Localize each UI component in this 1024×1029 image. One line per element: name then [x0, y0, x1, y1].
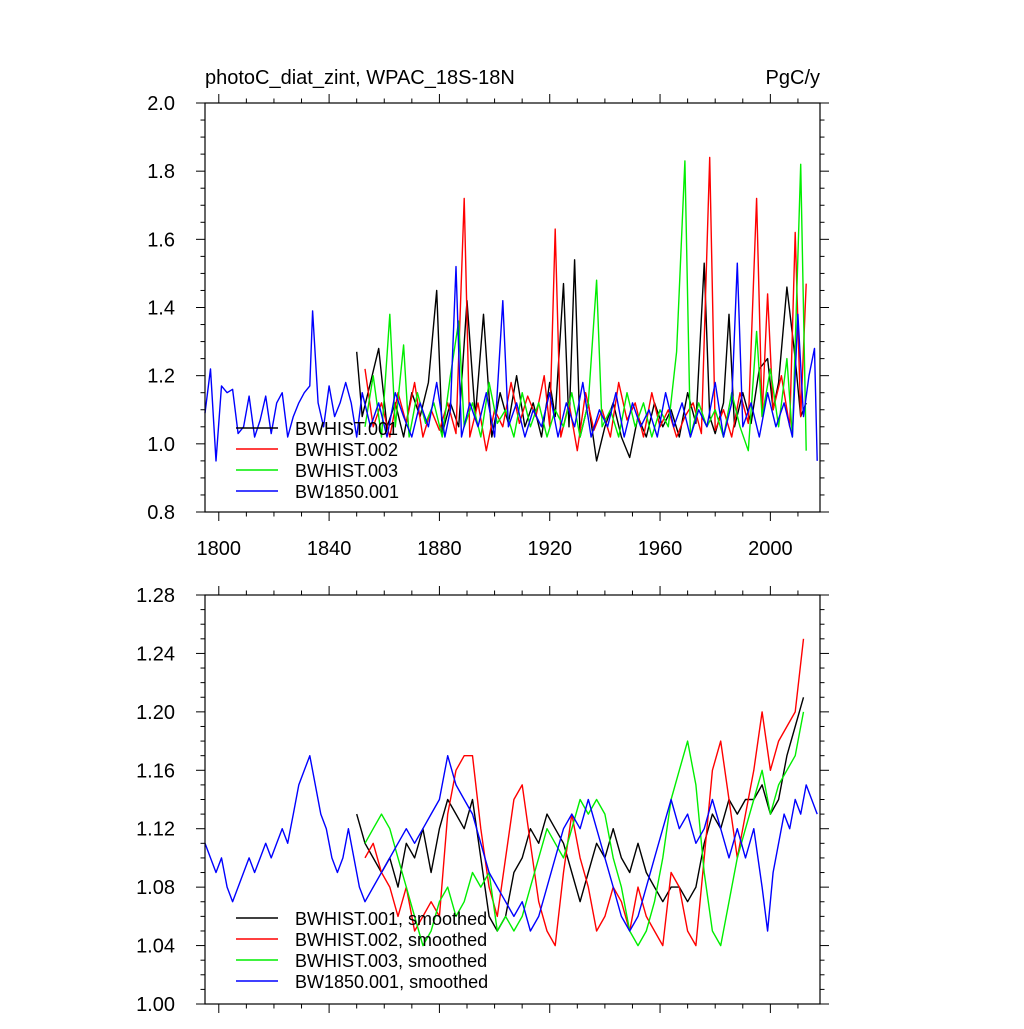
series-line-1-2: [364, 711, 805, 947]
y-tick-label: 1.2: [147, 366, 175, 388]
y-tick-label: 1.04: [136, 936, 175, 958]
x-tick-label: 1840: [307, 538, 352, 560]
chart-units: PgC/y: [766, 67, 820, 89]
y-tick-label: 1.4: [147, 298, 175, 320]
series-line-1-3: [204, 755, 818, 932]
y-tick-label: 2.0: [147, 93, 175, 115]
x-tick-label: 1800: [197, 538, 242, 560]
bottom-panel: 1.00 1.04 1.08 1.12 1.16 1.20 1.24 1.28 BWHIST.0…: [136, 585, 829, 1016]
legend-label: BWHIST.003: [295, 461, 398, 481]
y-tick-label: 1.00: [136, 994, 175, 1016]
legend-label: BW1850.001, smoothed: [295, 972, 488, 992]
top-panel: 0.8 1.0 1.2 1.4 1.6 1.8 2.0 1800 1840 1880 1920 196…: [147, 67, 829, 560]
series-line-1-0: [356, 697, 805, 932]
legend-label: BW1850.001: [295, 482, 399, 502]
series-line-0-1: [364, 156, 807, 452]
x-tick-label: 1880: [417, 538, 462, 560]
y-tick-label: 1.28: [136, 585, 175, 607]
y-tick-label: 0.8: [147, 502, 175, 524]
x-tick-label: 2000: [748, 538, 793, 560]
y-tick-label: 1.08: [136, 877, 175, 899]
chart-title: photoC_diat_zint, WPAC_18S-18N: [205, 67, 515, 89]
y-tick-label: 1.12: [136, 819, 175, 841]
series-line-1-1: [364, 638, 805, 947]
legend-label: BWHIST.001, smoothed: [295, 909, 487, 929]
legend-label: BWHIST.002: [295, 440, 398, 460]
y-tick-label: 1.0: [147, 434, 175, 456]
y-tick-label: 1.24: [136, 643, 175, 665]
legend-label: BWHIST.002, smoothed: [295, 930, 487, 950]
x-tick-label: 1960: [638, 538, 683, 560]
y-tick-label: 1.16: [136, 760, 175, 782]
y-tick-label: 1.20: [136, 702, 175, 724]
y-tick-label: 1.6: [147, 229, 175, 251]
series-line-0-2: [364, 160, 807, 452]
x-tick-label: 1920: [527, 538, 572, 560]
y-tick-label: 1.8: [147, 161, 175, 183]
legend-label: BWHIST.001: [295, 419, 398, 439]
series-line-0-3: [204, 262, 818, 462]
legend-label: BWHIST.003, smoothed: [295, 951, 487, 971]
